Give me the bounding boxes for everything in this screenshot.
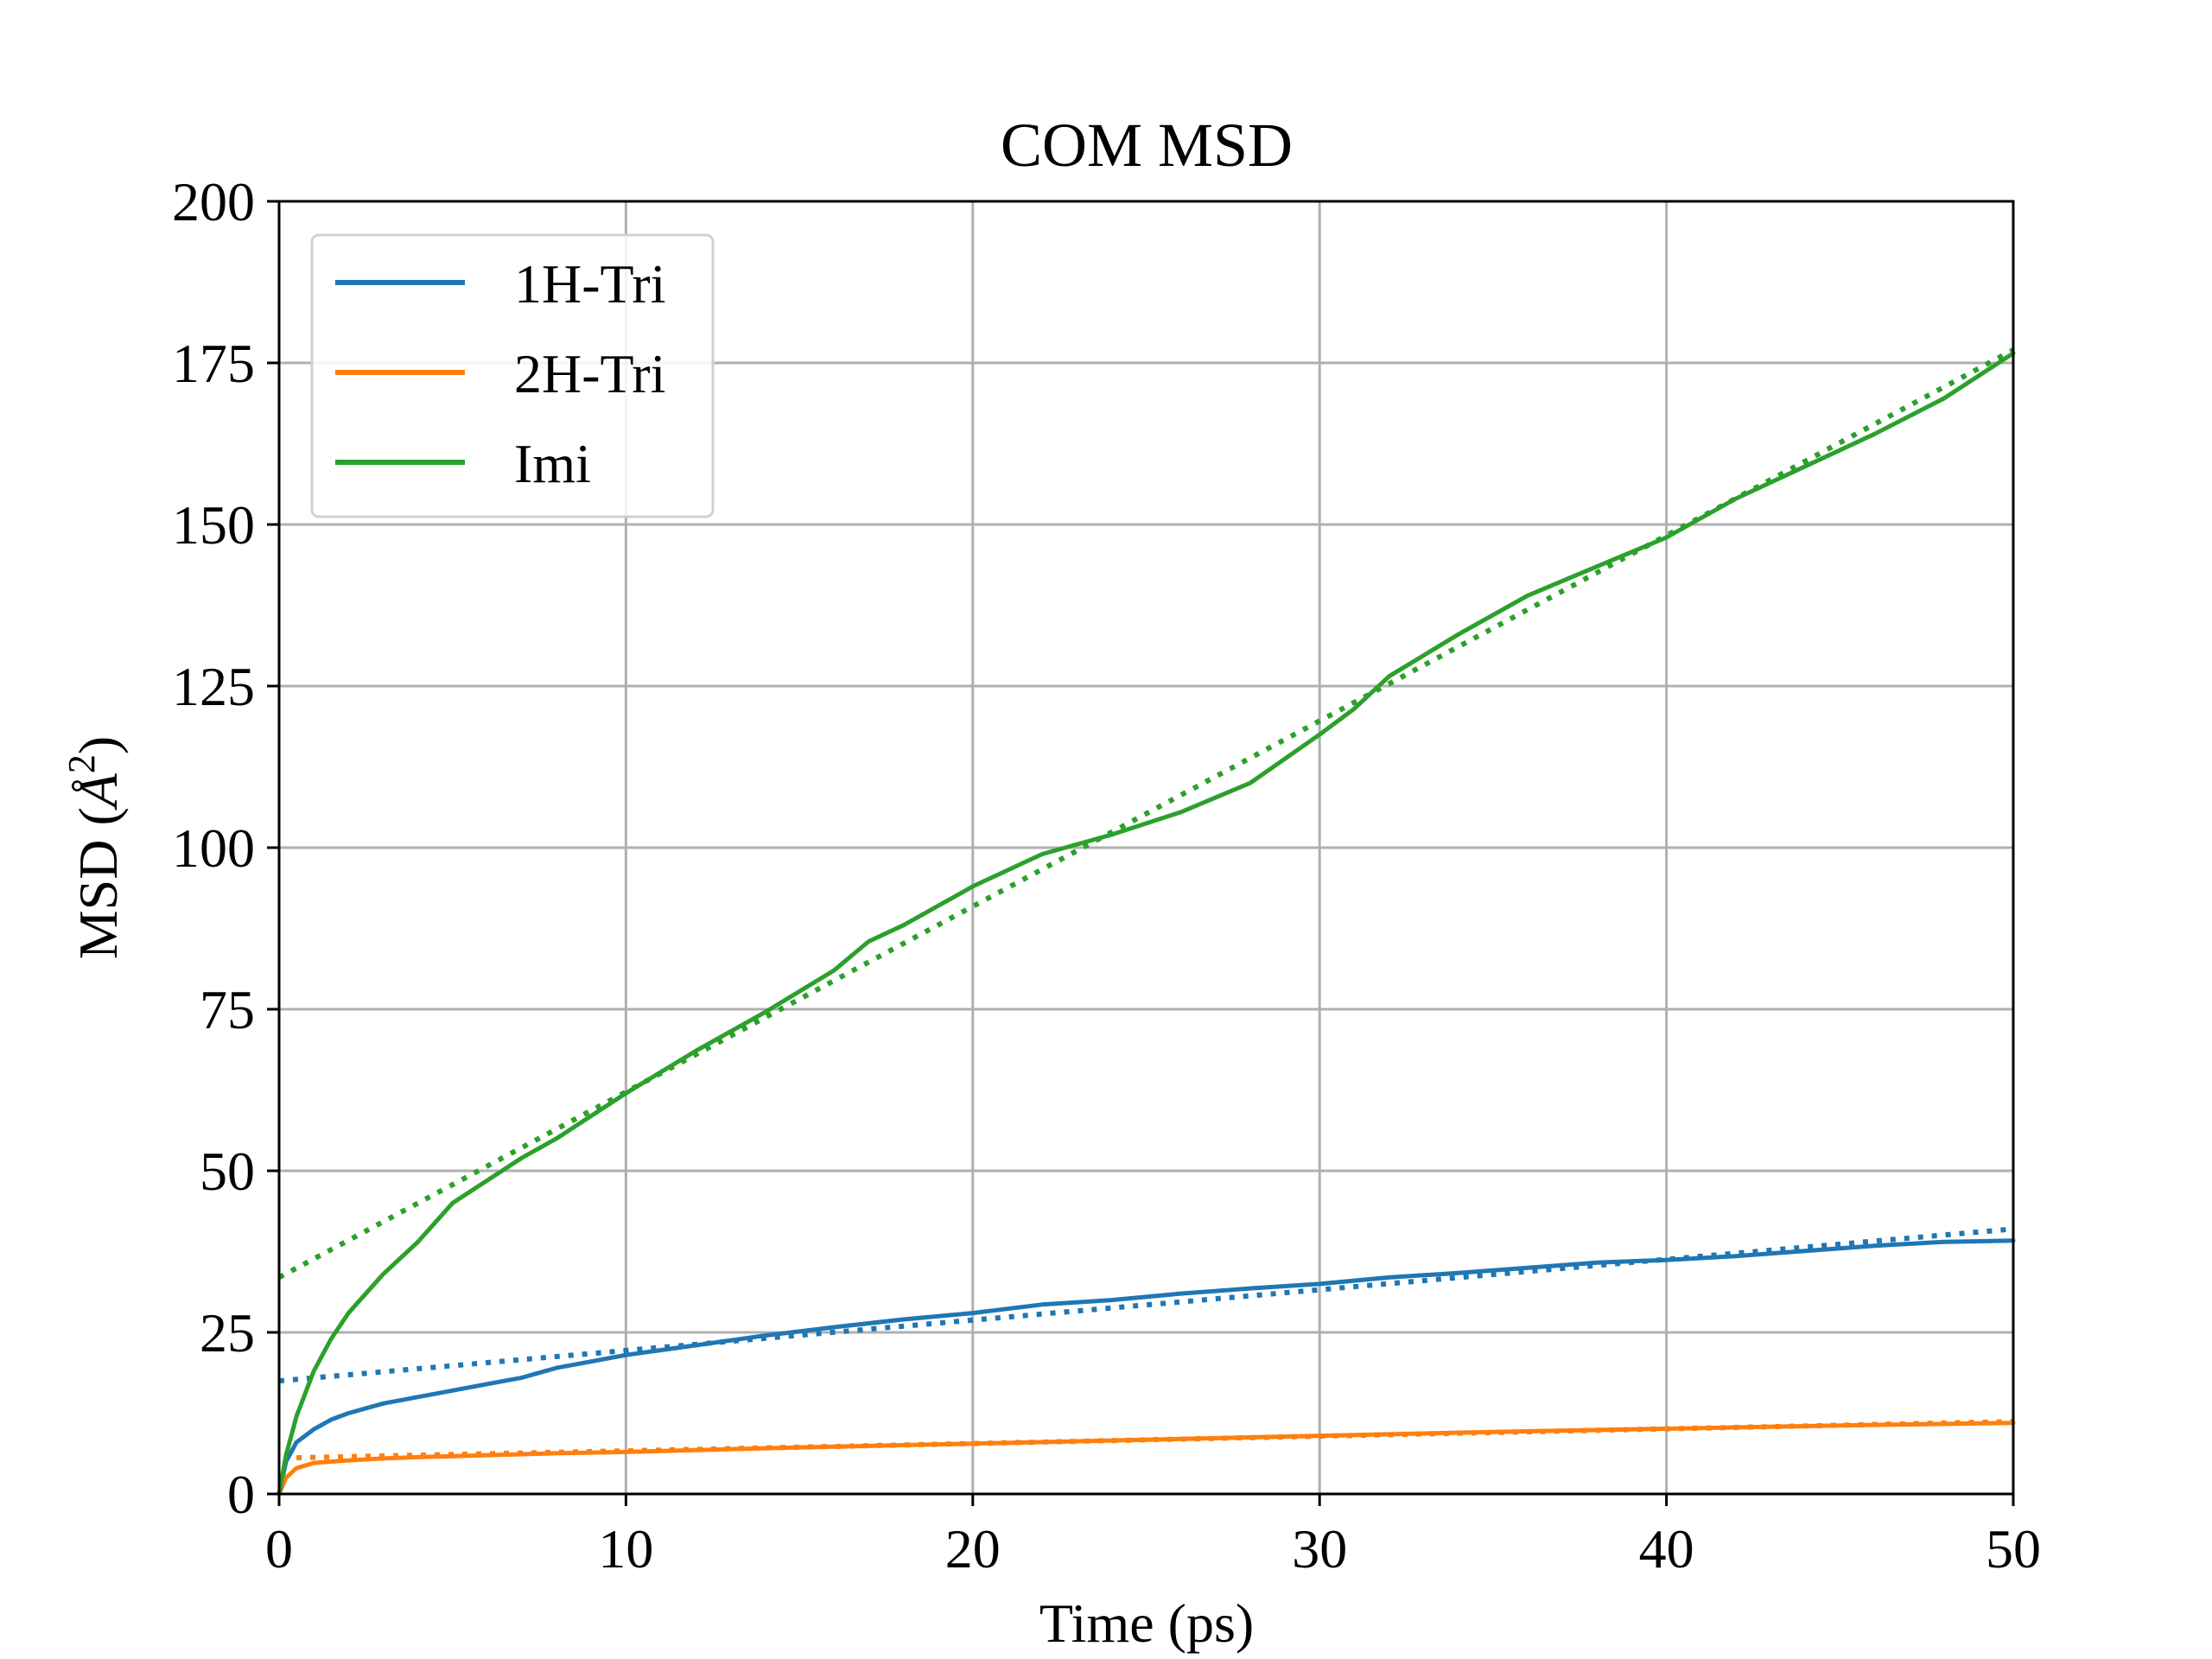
x-tick-label: 40 bbox=[1639, 1518, 1694, 1580]
x-tick-label: 20 bbox=[945, 1518, 1001, 1580]
fit-line-imi bbox=[277, 347, 2015, 1281]
y-tick-label: 125 bbox=[172, 656, 255, 717]
x-tick-label: 0 bbox=[265, 1518, 293, 1580]
y-axis-label: MSD (Å2) bbox=[60, 736, 129, 959]
series-line-1h-tri bbox=[276, 1238, 2016, 1497]
legend-label-2h-tri: 2H-Tri bbox=[514, 343, 665, 404]
series-line-imi bbox=[276, 351, 2016, 1497]
y-tick-label: 150 bbox=[172, 494, 255, 556]
series-line-2h-tri bbox=[276, 1421, 2016, 1497]
y-tick-label: 75 bbox=[200, 979, 255, 1040]
y-tick-label: 175 bbox=[172, 333, 255, 394]
y-tick-label: 25 bbox=[200, 1302, 255, 1363]
y-axis-label-exponent: 2 bbox=[60, 754, 103, 773]
y-axis-label-close: ) bbox=[67, 736, 129, 754]
data-series bbox=[276, 351, 2016, 1497]
y-tick-label: 50 bbox=[200, 1141, 255, 1202]
y-axis-label-unit: Å bbox=[67, 772, 129, 810]
legend-label-1h-tri: 1H-Tri bbox=[514, 253, 665, 315]
y-tick-label: 0 bbox=[227, 1464, 255, 1525]
x-tick-label: 10 bbox=[598, 1518, 653, 1580]
x-axis-ticks: 0 10 20 30 40 50 bbox=[265, 1494, 2041, 1580]
y-axis-ticks: 0 25 50 75 100 125 150 175 200 bbox=[172, 171, 279, 1525]
y-tick-label: 100 bbox=[172, 817, 255, 879]
legend-box bbox=[310, 233, 715, 518]
x-tick-label: 30 bbox=[1292, 1518, 1347, 1580]
legend-items: 1H-Tri 2H-Tri Imi bbox=[335, 253, 665, 494]
y-axis-label-text: MSD ( bbox=[67, 807, 129, 959]
legend-label-imi: Imi bbox=[514, 433, 591, 494]
legend: 1H-Tri 2H-Tri Imi bbox=[310, 233, 715, 518]
x-axis-label: Time (ps) bbox=[1039, 1592, 1254, 1654]
x-tick-label: 50 bbox=[1986, 1518, 2041, 1580]
chart-title: COM MSD bbox=[1001, 111, 1293, 180]
y-tick-label: 200 bbox=[172, 171, 255, 232]
